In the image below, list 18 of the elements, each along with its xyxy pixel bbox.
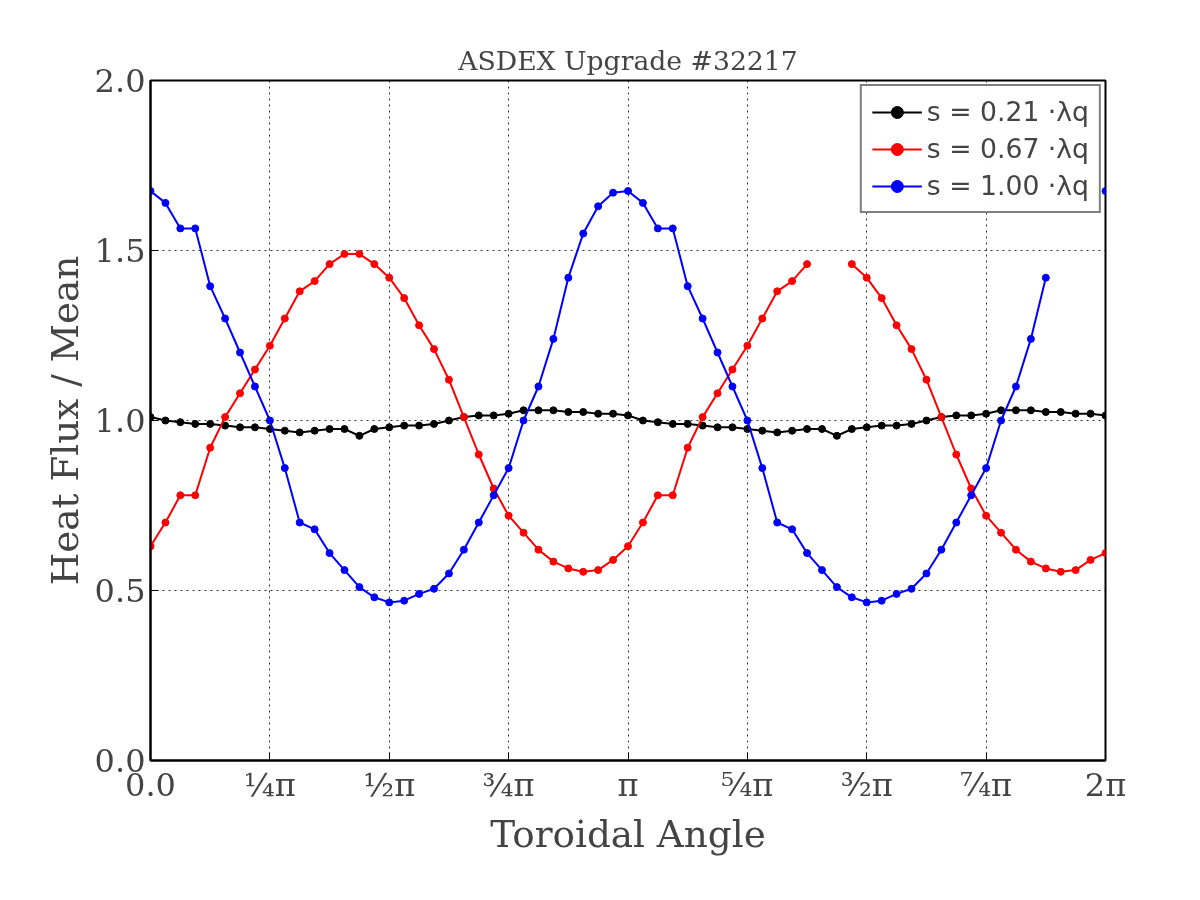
- x-tick-label: ³⁄₂π: [840, 765, 893, 804]
- legend-label: s = 1.00 ·λq: [926, 170, 1089, 201]
- x-tick-label: ¾π: [482, 765, 535, 804]
- y-tick-label: 0.5: [94, 572, 146, 610]
- x-tick-label: ⁷⁄₄π: [960, 765, 1013, 804]
- x-tick-label: ¼π: [243, 765, 296, 804]
- y-axis-title: Heat Flux / Mean: [42, 255, 87, 586]
- x-tick-label: 2π: [1084, 765, 1127, 804]
- y-tick-label: 2.0: [94, 62, 146, 100]
- legend-label: s = 0.67 ·λq: [926, 133, 1089, 164]
- x-tick-label: π: [617, 765, 639, 804]
- x-axis-title: Toroidal Angle: [490, 811, 766, 856]
- y-tick-label: 1.0: [94, 402, 146, 440]
- x-tick-label: ⁵⁄₄π: [721, 765, 774, 804]
- y-tick-label: 1.5: [94, 232, 146, 270]
- legend-label: s = 0.21 ·λq: [926, 96, 1089, 127]
- chart-title: ASDEX Upgrade #32217: [457, 44, 798, 76]
- x-tick-label: ½π: [363, 765, 416, 804]
